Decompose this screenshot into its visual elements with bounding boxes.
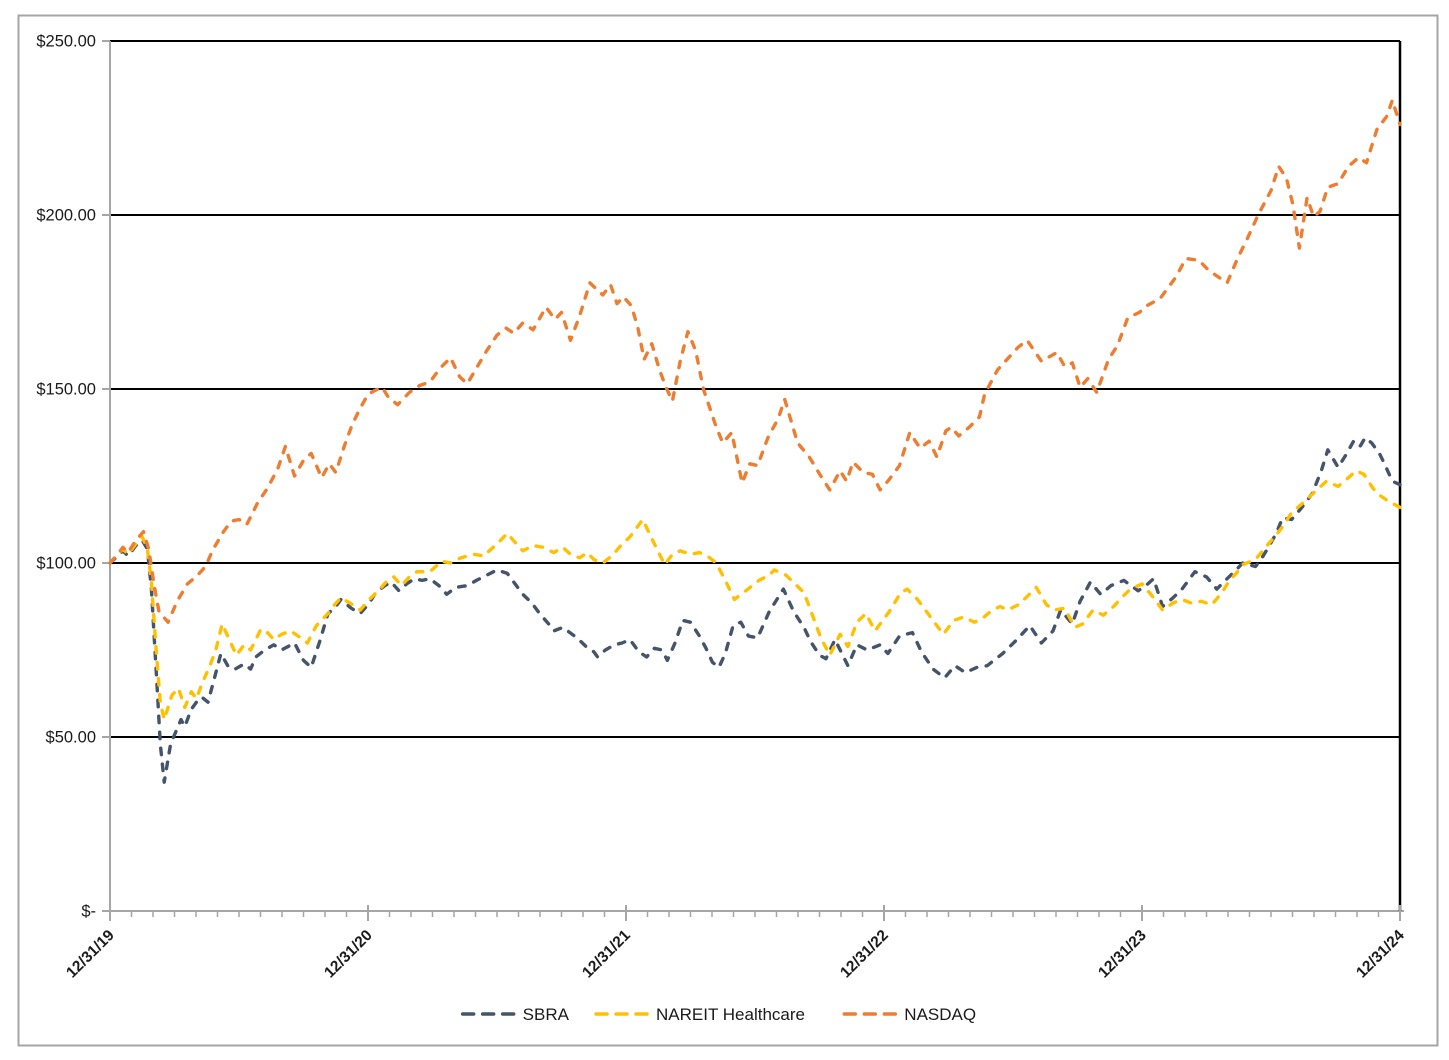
- figure-border: [17, 14, 1439, 1047]
- legend-label: SBRA: [523, 1005, 570, 1024]
- x-tick-label: 12/31/20: [321, 927, 376, 982]
- legend: SBRA NAREIT Healthcare NASDAQ: [460, 1005, 976, 1024]
- x-tick-label: 12/31/22: [837, 927, 892, 982]
- legend-item-nasdaq: NASDAQ: [842, 1005, 976, 1024]
- y-gridlines: [110, 40, 1400, 738]
- x-tick-label: 12/31/24: [1353, 927, 1408, 982]
- legend-label: NASDAQ: [904, 1005, 976, 1024]
- x-tick-label: 12/31/23: [1095, 927, 1150, 982]
- series-sbra-line: [108, 436, 1402, 784]
- legend-item-nareit-healthcare: NAREIT Healthcare: [594, 1005, 805, 1024]
- y-axis-labels: $- $50.00 $100.00 $150.00 $200.00 $250.00: [36, 33, 110, 921]
- x-tick-label: 12/31/19: [63, 927, 118, 982]
- legend-item-sbra: SBRA: [460, 1005, 570, 1024]
- x-tick-label: 12/31/21: [579, 927, 634, 982]
- legend-label: NAREIT Healthcare: [656, 1005, 805, 1024]
- y-tick-label: $150.00: [36, 381, 96, 399]
- series-nasdaq-line: [108, 98, 1402, 624]
- axes: [107, 41, 1404, 912]
- y-tick-label: $250.00: [36, 33, 96, 51]
- y-tick-label: $100.00: [36, 555, 96, 573]
- y-tick-label: $200.00: [36, 207, 96, 225]
- y-tick-label: $-: [81, 903, 96, 921]
- series-nareit-healthcare-line: [108, 469, 1402, 722]
- x-axis-ticks: [109, 905, 1401, 921]
- x-axis-labels: 12/31/19 12/31/20 12/31/21 12/31/22 12/31/23…: [63, 927, 1408, 982]
- y-tick-label: $50.00: [46, 729, 96, 747]
